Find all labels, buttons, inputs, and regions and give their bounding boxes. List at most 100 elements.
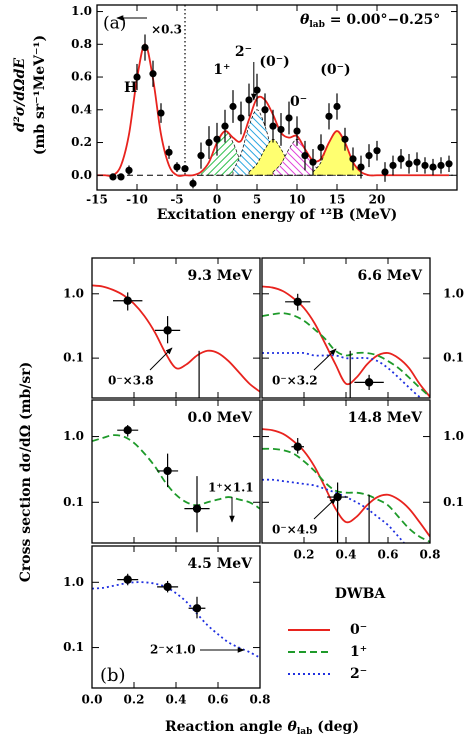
data-point <box>189 179 197 188</box>
data-point <box>149 70 157 78</box>
data-point <box>141 43 149 52</box>
energy-label: 9.3 MeV <box>188 268 254 284</box>
data-point <box>163 466 172 476</box>
panel-label: (a) <box>103 14 126 34</box>
energy-label: 14.8 MeV <box>348 410 423 426</box>
note-arrow <box>313 348 337 371</box>
y-tick-label: 1.0 <box>63 286 84 300</box>
panel <box>92 573 260 659</box>
data-point <box>123 296 132 305</box>
data-point <box>277 125 285 134</box>
component-label: 1⁺ <box>213 62 230 78</box>
data-point <box>341 135 349 143</box>
scale-note: ×0.3 <box>151 23 182 37</box>
x-tick-label: 0.8 <box>420 548 441 562</box>
data-point <box>421 161 429 170</box>
data-point <box>445 160 453 168</box>
data-point <box>197 152 205 160</box>
data-point <box>221 122 229 130</box>
data-point <box>165 148 173 156</box>
x-tick-label: 15 <box>329 193 346 207</box>
y-axis-label: Cross section dσ/dΩ (mb/sr) <box>18 362 34 583</box>
x-tick-label: 0.6 <box>208 693 229 707</box>
y-tick-label: 0.1 <box>443 495 464 509</box>
y-tick-label: 1.0 <box>443 429 464 443</box>
data-point <box>365 152 373 160</box>
dwba-curve <box>92 284 260 393</box>
x-tick-label: -10 <box>126 193 148 207</box>
dwba-curve <box>92 581 260 659</box>
data-point <box>181 165 189 173</box>
data-point <box>163 582 172 592</box>
data-point <box>397 155 405 163</box>
data-point <box>173 163 181 171</box>
x-tick-label: 0.8 <box>250 693 271 707</box>
y-tick-label: 1.0 <box>63 575 84 589</box>
data-point <box>293 127 301 135</box>
legend-label: 1⁺ <box>350 644 367 660</box>
y-tick-label: 1.0 <box>71 4 92 18</box>
data-point <box>293 442 302 451</box>
x-tick-label: 0.2 <box>294 548 315 562</box>
y-axis-label: d²σ/dΩdE <box>12 58 28 132</box>
data-point <box>192 504 202 513</box>
y-tick-label: 0.1 <box>63 351 84 365</box>
x-tick-label: 5 <box>253 193 261 207</box>
x-tick-label: 0.4 <box>336 548 357 562</box>
data-point <box>125 166 133 174</box>
data-point <box>325 112 333 120</box>
component-label: 0⁻ <box>290 94 307 110</box>
x-tick-label: 0 <box>213 193 221 207</box>
data-point <box>245 96 253 104</box>
panel-label: (b) <box>100 665 126 686</box>
data-point <box>373 147 381 155</box>
data-point <box>261 106 269 114</box>
panel <box>262 428 430 543</box>
data-point <box>317 143 325 152</box>
data-point <box>157 109 165 117</box>
y-tick-label: 0.1 <box>63 640 84 654</box>
y-tick-label: 0.8 <box>71 37 92 51</box>
data-point <box>413 158 421 166</box>
data-point <box>429 163 437 171</box>
data-point <box>133 73 141 81</box>
data-point <box>357 163 365 171</box>
x-axis-label: Reaction angle θlab (deg) <box>165 719 359 737</box>
y-tick-label: 0.2 <box>71 135 92 149</box>
data-point <box>437 161 445 170</box>
scaling-note: 0⁻×3.8 <box>108 374 154 388</box>
legend-label: 0⁻ <box>350 622 367 638</box>
y-tick-label: 1.0 <box>63 429 84 443</box>
plot-frame <box>96 4 458 191</box>
dwba-curve <box>262 447 430 543</box>
x-tick-label: -5 <box>170 193 183 207</box>
data-point <box>405 160 413 168</box>
component-label: 2⁻ <box>235 44 252 60</box>
y-tick-label: 0.1 <box>63 495 84 509</box>
data-point <box>123 425 132 435</box>
y-axis-label: (mb sr⁻¹MeV⁻¹) <box>32 35 48 155</box>
data-point <box>269 122 277 130</box>
y-tick-label: 1.0 <box>443 286 464 300</box>
data-point <box>192 604 202 613</box>
data-point <box>123 575 132 584</box>
note-arrow <box>149 347 173 371</box>
x-label-sub: lab <box>297 727 313 737</box>
legend-title: DWBA <box>335 586 387 602</box>
y-tick-label: 0.1 <box>443 351 464 365</box>
data-point <box>163 326 172 335</box>
x-tick-label: 0.6 <box>378 548 399 562</box>
y-tick-label: 0.4 <box>71 102 92 116</box>
peak-label: H <box>124 80 137 96</box>
dwba-curve <box>262 312 430 398</box>
x-tick-label: 20 <box>369 193 386 207</box>
data-point <box>237 114 245 122</box>
component-label: (0⁻) <box>259 54 289 70</box>
data-point <box>109 173 117 181</box>
annotation-title: θlab = 0.00°−0.25° <box>300 12 440 30</box>
dwba-curve <box>262 428 430 538</box>
x-axis-label: Excitation energy of ¹²B (MeV) <box>157 207 397 223</box>
data-point <box>349 155 357 163</box>
data-point <box>229 102 237 111</box>
